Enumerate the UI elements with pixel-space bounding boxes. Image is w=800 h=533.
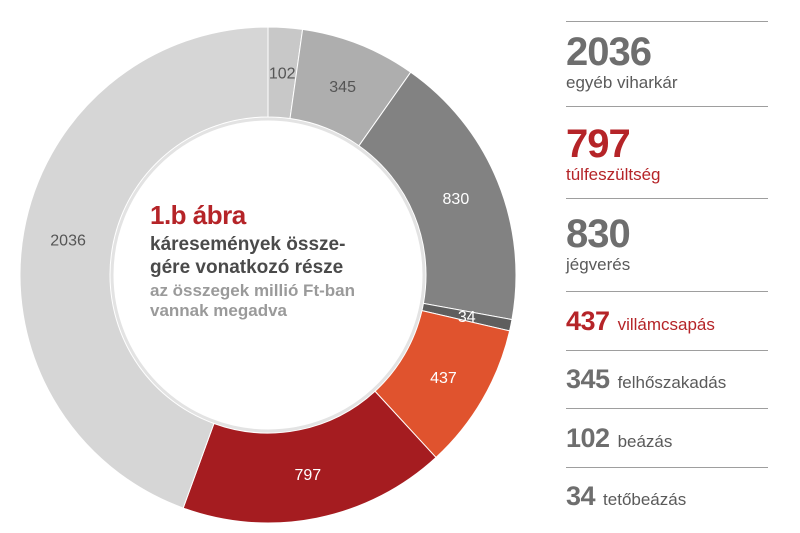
legend-label: egyéb viharkár xyxy=(566,73,678,92)
legend-divider xyxy=(566,467,768,468)
legend-divider xyxy=(566,21,768,22)
legend-item-villamcsapas: 437 villámcsapás xyxy=(566,306,715,337)
slice-value-label: 34 xyxy=(458,309,476,326)
donut-chart: 102 345 830 34 437 797 2036 xyxy=(19,26,517,524)
legend-value: 437 xyxy=(566,306,610,336)
chart-note-line-2: vannak megadva xyxy=(150,301,288,320)
legend-value: 34 xyxy=(566,481,596,511)
chart-note: az összegek millió Ft-ban vannak megadva xyxy=(150,281,390,321)
slice-value-label: 437 xyxy=(430,370,457,387)
chart-subtitle: káresemények össze- gére vonatkozó része xyxy=(150,233,390,279)
legend-label: jégverés xyxy=(566,255,631,274)
legend-label: villámcsapás xyxy=(617,315,715,334)
legend-item-tetobeazas: 34 tetőbeázás xyxy=(566,481,686,512)
chart-title: 1.b ábra xyxy=(150,200,246,230)
legend-item-beazas: 102 beázás xyxy=(566,423,672,454)
legend-label: túlfeszültség xyxy=(566,165,661,184)
slice-value-label: 2036 xyxy=(50,233,86,250)
legend-item-tulfeszultseg: 797 túlfeszültség xyxy=(566,124,661,185)
legend-item-felhoszakadas: 345 felhőszakadás xyxy=(566,364,726,395)
legend-label: tetőbeázás xyxy=(603,490,687,509)
slice-value-label: 345 xyxy=(329,79,356,96)
slice-value-label: 830 xyxy=(443,191,470,208)
legend-divider xyxy=(566,198,768,199)
legend-divider xyxy=(566,291,768,292)
legend-value: 830 xyxy=(566,212,631,256)
slice-egyeb-viharkar xyxy=(19,26,269,509)
slice-value-label: 102 xyxy=(269,65,296,82)
chart-subtitle-line-2: gére vonatkozó része xyxy=(150,257,344,278)
legend-label: felhőszakadás xyxy=(617,373,727,392)
legend-divider xyxy=(566,408,768,409)
legend-divider xyxy=(566,350,768,351)
legend-value: 2036 xyxy=(566,30,652,74)
slice-value-label: 797 xyxy=(294,467,321,484)
chart-note-line-1: az összegek millió Ft-ban xyxy=(150,281,355,300)
legend: 2036 egyéb viharkár 797 túlfeszültség 83… xyxy=(566,0,768,533)
legend-label: beázás xyxy=(617,432,673,451)
legend-item-jegveres: 830 jégverés xyxy=(566,212,631,275)
chart-center-text: 1.b ábra káresemények össze- gére vonatk… xyxy=(150,200,390,321)
donut-center xyxy=(110,117,426,433)
legend-value: 797 xyxy=(566,122,631,166)
legend-divider xyxy=(566,106,768,107)
legend-value: 102 xyxy=(566,423,610,453)
legend-item-egyeb-viharkar: 2036 egyéb viharkár xyxy=(566,32,678,93)
legend-value: 345 xyxy=(566,364,610,394)
chart-subtitle-line-1: káresemények össze- xyxy=(150,234,346,255)
